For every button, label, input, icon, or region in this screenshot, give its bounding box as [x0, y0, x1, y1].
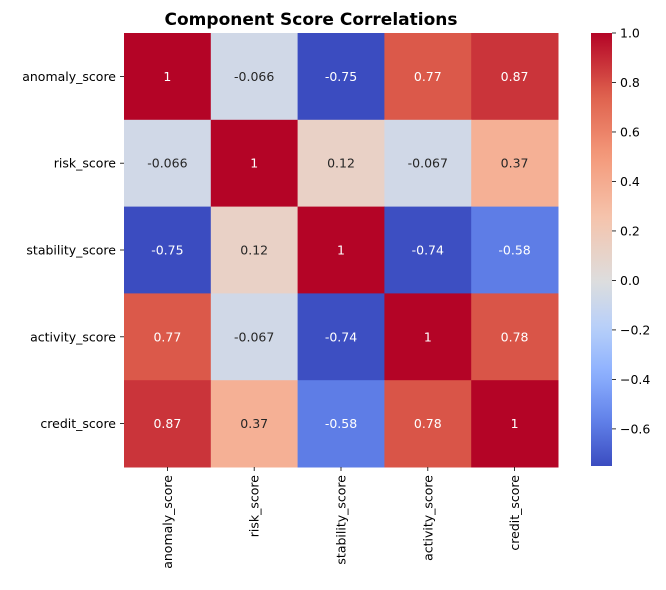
cell-value-label: 0.78 [414, 416, 442, 431]
cell-value-label: 0.77 [153, 329, 181, 344]
colorbar-tick-label: 0.4 [620, 174, 640, 189]
colorbar-tick-label: 0.6 [620, 124, 640, 139]
x-axis-ticks: anomaly_score risk_score stability_score ac… [160, 467, 522, 569]
cell-value-label: -0.067 [234, 329, 274, 344]
heatmap-cell [384, 206, 472, 294]
cell-value-label: 1 [511, 416, 519, 431]
heatmap-cell [297, 119, 385, 208]
colorbar: −0.6 −0.4 −0.2 0.0 0.2 0.4 0.6 0.8 1.0 [591, 26, 650, 466]
cell-value-label: 1 [424, 329, 432, 344]
heatmap-cell [210, 293, 299, 381]
x-tick-label: risk_score [247, 475, 262, 538]
y-tick-label: risk_score [54, 156, 117, 171]
cell-value-label: 1 [250, 156, 258, 171]
heatmap-cell [297, 293, 385, 381]
heatmap-cell [124, 293, 212, 381]
heatmap-cell [471, 293, 559, 381]
cell-value-label: 0.12 [240, 243, 268, 258]
colorbar-tick-label: −0.6 [620, 421, 650, 436]
heatmap-cell [210, 119, 299, 208]
heatmap-cell [384, 380, 472, 468]
y-tick-label: stability_score [26, 243, 116, 258]
heatmap-cell [297, 33, 385, 121]
cell-value-label: 1 [163, 69, 171, 84]
heatmap-cell [210, 33, 299, 121]
heatmap-cell [297, 380, 385, 468]
heatmap-cell [384, 119, 472, 208]
cell-value-label: -0.58 [325, 416, 357, 431]
y-axis-ticks: anomaly_score risk_score stability_scoreac… [22, 69, 124, 431]
cell-value-label: 0.78 [501, 329, 529, 344]
cell-value-label: 0.12 [327, 156, 355, 171]
colorbar-tick-label: 0.0 [620, 273, 640, 288]
cell-value-label: 0.87 [501, 69, 529, 84]
heatmap-cell [210, 380, 299, 468]
cell-value-label: 0.77 [414, 69, 442, 84]
cell-value-label: -0.067 [408, 156, 448, 171]
colorbar-tick-label: −0.4 [620, 372, 650, 387]
x-tick-label: anomaly_score [160, 475, 175, 569]
cell-value-label: 0.87 [153, 416, 181, 431]
heatmap-cell [471, 33, 559, 121]
x-tick-label: credit_score [507, 475, 522, 551]
x-tick-label: stability_score [334, 475, 349, 565]
heatmap-cell [124, 380, 212, 468]
heatmap-cell [471, 380, 559, 468]
heatmap-cells [124, 33, 559, 468]
cell-value-label: -0.58 [498, 243, 530, 258]
cell-value-label: 0.37 [240, 416, 268, 431]
heatmap-cell [384, 293, 472, 381]
x-tick-label: activity_score [420, 475, 435, 561]
colorbar-tick-label: −0.2 [620, 322, 650, 337]
chart-title: Component Score Correlations [165, 10, 458, 30]
colorbar-tick-label: 0.2 [620, 223, 640, 238]
cell-value-label: -0.74 [325, 329, 357, 344]
cell-value-label: 0.37 [501, 156, 529, 171]
heatmap-cell [471, 119, 559, 208]
y-tick-label: activity_score [30, 329, 116, 344]
heatmap-cell [210, 206, 299, 294]
colorbar-tick-label: 0.8 [620, 75, 640, 90]
colorbar-gradient [591, 33, 612, 466]
cell-value-label: 1 [337, 243, 345, 258]
y-tick-label: credit_score [40, 416, 116, 431]
heatmap-cell [124, 33, 212, 121]
heatmap-cell-labels: 1 -0.066 -0.75 0.77 0.87 -0.066 1 0.12 -0.067 0.3… [147, 69, 531, 431]
heatmap-cell [124, 119, 212, 208]
cell-value-label: -0.066 [234, 69, 274, 84]
heatmap-cell [297, 206, 385, 294]
heatmap-cell [471, 206, 559, 294]
y-tick-label: anomaly_score [22, 69, 116, 84]
heatmap-cell [384, 33, 472, 121]
cell-value-label: -0.75 [151, 243, 183, 258]
cell-value-label: -0.75 [325, 69, 357, 84]
cell-value-label: -0.066 [147, 156, 187, 171]
heatmap-cell [124, 206, 212, 294]
cell-value-label: -0.74 [412, 243, 444, 258]
colorbar-tick-label: 1.0 [620, 26, 640, 41]
